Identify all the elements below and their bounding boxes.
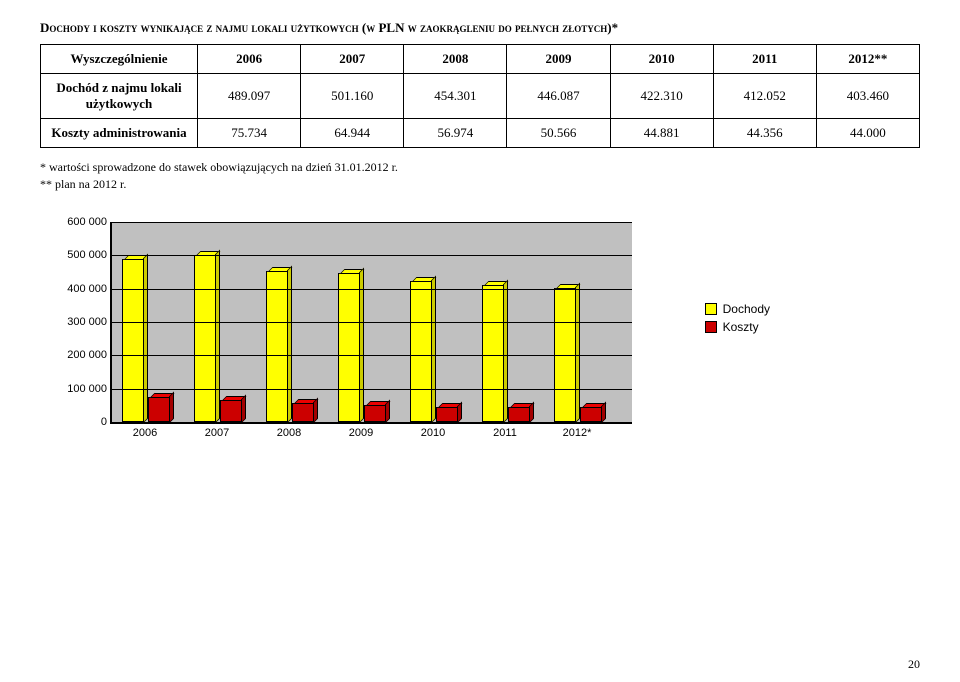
x-tick-label: 2006 — [115, 427, 175, 439]
legend-swatch — [705, 321, 717, 333]
bar-koszty — [148, 397, 170, 422]
y-tick-label: 600 000 — [52, 216, 112, 228]
bar-dochody — [410, 281, 432, 422]
x-tick-label: 2011 — [475, 427, 535, 439]
y-tick-label: 100 000 — [52, 383, 112, 395]
bar-dochody — [122, 259, 144, 422]
x-tick-label: 2009 — [331, 427, 391, 439]
cell: 56.974 — [404, 119, 507, 148]
bar-koszty — [364, 405, 386, 422]
cell: 50.566 — [507, 119, 610, 148]
bar-dochody — [266, 271, 288, 422]
y-tick-label: 500 000 — [52, 249, 112, 261]
legend-label: Koszty — [723, 320, 759, 334]
bar-koszty — [508, 407, 530, 422]
page-number: 20 — [908, 657, 920, 672]
footnotes: * wartości sprowadzone do stawek obowiąz… — [40, 160, 920, 192]
x-tick-label: 2010 — [403, 427, 463, 439]
cell: 422.310 — [610, 74, 713, 119]
bar-koszty — [292, 403, 314, 422]
footnote: ** plan na 2012 r. — [40, 177, 920, 192]
cell: 44.356 — [713, 119, 816, 148]
cell: 446.087 — [507, 74, 610, 119]
plot-area: 0100 000200 000300 000400 000500 000600 … — [110, 222, 632, 424]
x-tick-label: 2007 — [187, 427, 247, 439]
table-row: Dochód z najmu lokali użytkowych 489.097… — [41, 74, 920, 119]
x-tick-label: 2012* — [547, 427, 607, 439]
bar-dochody — [482, 285, 504, 422]
gridline — [112, 422, 632, 423]
table-row: Koszty administrowania 75.734 64.944 56.… — [41, 119, 920, 148]
y-tick-label: 400 000 — [52, 283, 112, 295]
table-header-row: Wyszczególnienie 2006 2007 2008 2009 201… — [41, 45, 920, 74]
chart-legend: Dochody Koszty — [705, 302, 770, 338]
legend-swatch — [705, 303, 717, 315]
cell: 44.881 — [610, 119, 713, 148]
header-label: Wyszczególnienie — [41, 45, 198, 74]
x-tick-label: 2008 — [259, 427, 319, 439]
gridline — [112, 222, 632, 223]
cell: 501.160 — [301, 74, 404, 119]
row-label: Koszty administrowania — [41, 119, 198, 148]
y-tick-label: 0 — [52, 416, 112, 428]
document-title: Dochody i koszty wynikające z najmu loka… — [40, 20, 920, 36]
gridline — [112, 355, 632, 356]
y-tick-label: 200 000 — [52, 349, 112, 361]
cell: 412.052 — [713, 74, 816, 119]
year-col: 2012** — [816, 45, 919, 74]
gridline — [112, 289, 632, 290]
footnote: * wartości sprowadzone do stawek obowiąz… — [40, 160, 920, 175]
legend-label: Dochody — [723, 302, 770, 316]
cell: 489.097 — [198, 74, 301, 119]
bar-dochody — [338, 273, 360, 422]
cell: 454.301 — [404, 74, 507, 119]
year-col: 2007 — [301, 45, 404, 74]
legend-item-dochody: Dochody — [705, 302, 770, 316]
bar-dochody — [194, 255, 216, 422]
cell: 64.944 — [301, 119, 404, 148]
data-table: Wyszczególnienie 2006 2007 2008 2009 201… — [40, 44, 920, 148]
bar-koszty — [220, 400, 242, 422]
bar-koszty — [580, 407, 602, 422]
cell: 75.734 — [198, 119, 301, 148]
year-col: 2006 — [198, 45, 301, 74]
y-tick-label: 300 000 — [52, 316, 112, 328]
year-col: 2010 — [610, 45, 713, 74]
bar-chart: 0100 000200 000300 000400 000500 000600 … — [50, 222, 770, 482]
row-label: Dochód z najmu lokali użytkowych — [41, 74, 198, 119]
gridline — [112, 255, 632, 256]
year-col: 2011 — [713, 45, 816, 74]
gridline — [112, 389, 632, 390]
gridline — [112, 322, 632, 323]
year-col: 2009 — [507, 45, 610, 74]
cell: 44.000 — [816, 119, 919, 148]
legend-item-koszty: Koszty — [705, 320, 770, 334]
cell: 403.460 — [816, 74, 919, 119]
year-col: 2008 — [404, 45, 507, 74]
bar-koszty — [436, 407, 458, 422]
